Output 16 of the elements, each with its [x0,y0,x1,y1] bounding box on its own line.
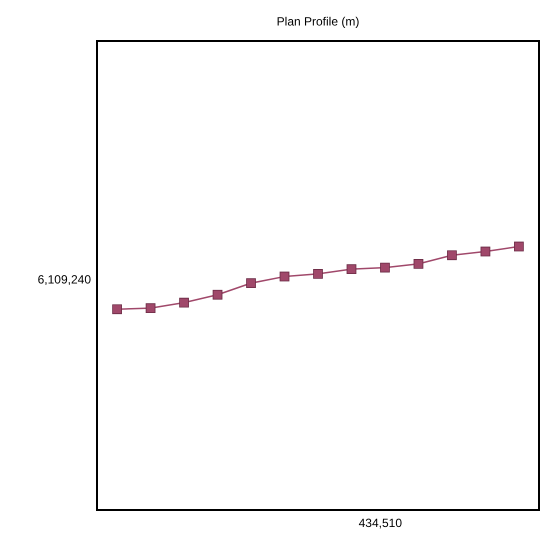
point [514,242,524,252]
point [447,250,457,260]
point [480,246,490,256]
point [346,264,356,274]
point [112,304,122,314]
point [280,272,290,282]
point [414,259,424,269]
text: 434,510 [358,516,402,530]
point [146,303,156,314]
text: 6,109,240 [38,272,92,286]
point [246,278,256,288]
point [313,269,323,279]
point [380,262,390,272]
point [212,290,222,300]
point [179,298,189,308]
chart-title: Plan Profile (m) [276,14,360,28]
